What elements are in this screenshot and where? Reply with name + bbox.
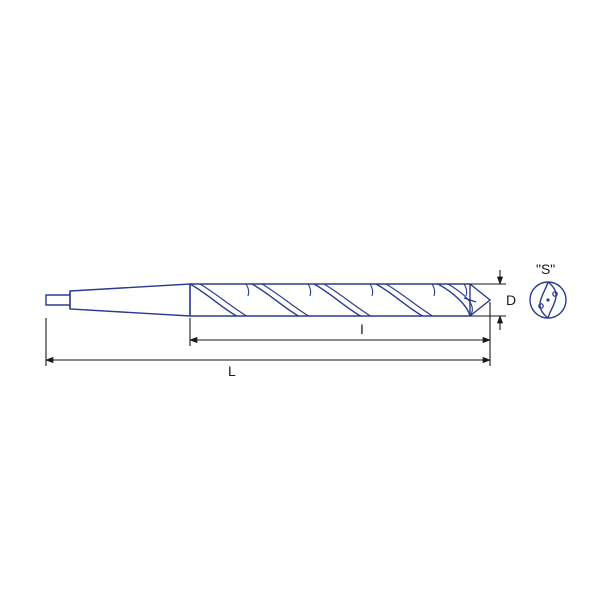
section-center-dot xyxy=(546,298,549,301)
drill-flutes xyxy=(190,284,472,316)
label-section: "S" xyxy=(536,261,555,277)
label-diameter: D xyxy=(506,292,516,308)
label-flute-length: I xyxy=(360,321,364,337)
drill-tang xyxy=(46,295,70,305)
label-total-length: L xyxy=(228,363,236,379)
drill-tip xyxy=(470,284,490,316)
drill-shank xyxy=(70,284,190,316)
